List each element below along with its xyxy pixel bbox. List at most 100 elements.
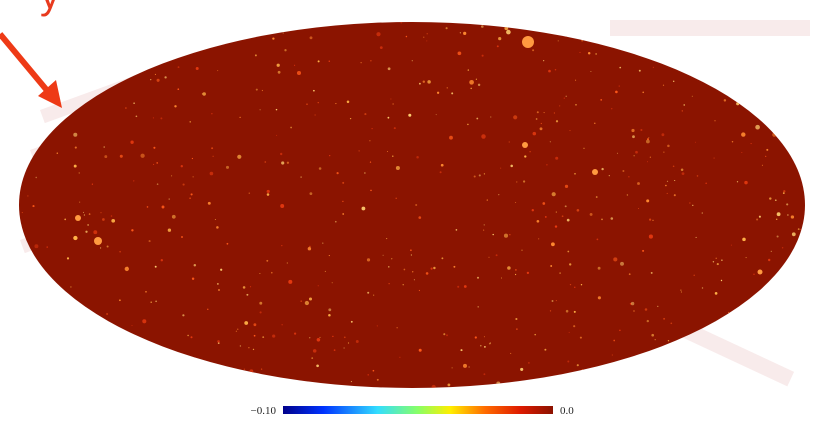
source-spot	[318, 285, 319, 286]
source-spot	[755, 125, 760, 130]
source-spot	[449, 136, 453, 140]
source-spot	[171, 374, 174, 377]
source-spot	[48, 308, 49, 309]
source-spot	[728, 312, 729, 313]
source-spot	[79, 202, 80, 203]
source-spot	[370, 190, 372, 192]
source-spot	[79, 172, 80, 173]
source-spot	[126, 59, 127, 60]
source-spot	[145, 291, 147, 293]
source-spot	[416, 156, 419, 159]
source-spot	[628, 176, 629, 177]
source-spot	[765, 156, 766, 157]
source-spot	[335, 221, 337, 223]
source-spot	[57, 152, 58, 153]
source-spot	[569, 263, 571, 265]
source-spot	[262, 90, 263, 91]
source-spot	[567, 219, 570, 222]
source-spot	[573, 325, 575, 327]
source-spot	[22, 212, 23, 213]
source-spot	[119, 299, 121, 301]
source-spot	[725, 50, 728, 53]
source-spot	[788, 84, 790, 86]
source-spot	[477, 306, 478, 307]
source-spot	[537, 111, 539, 113]
source-spot	[496, 254, 498, 256]
source-spot	[603, 34, 604, 35]
source-spot	[184, 367, 185, 368]
source-spot	[739, 374, 740, 375]
source-spot	[271, 272, 273, 274]
source-spot	[601, 168, 603, 170]
source-spot	[25, 289, 27, 291]
source-spot	[337, 172, 339, 174]
source-spot	[315, 114, 316, 115]
source-spot	[144, 372, 146, 374]
source-spot	[536, 118, 538, 120]
source-spot	[237, 155, 241, 159]
source-spot	[328, 308, 331, 311]
source-spot	[104, 155, 107, 158]
source-spot	[70, 286, 71, 287]
source-spot	[555, 69, 556, 70]
source-spot	[180, 373, 181, 374]
source-spot	[562, 215, 564, 217]
source-spot	[243, 286, 246, 289]
source-spot	[742, 238, 746, 242]
source-spot	[619, 86, 620, 87]
source-spot	[679, 380, 681, 382]
source-spot	[100, 212, 101, 213]
source-spot	[731, 245, 732, 246]
source-spot	[415, 204, 417, 206]
source-spot	[388, 67, 391, 70]
source-spot	[483, 373, 485, 375]
source-spot	[460, 349, 462, 351]
source-spot	[393, 103, 394, 104]
source-spot	[700, 349, 701, 350]
source-spot	[84, 214, 85, 215]
source-spot	[582, 369, 583, 370]
source-spot	[775, 199, 777, 201]
source-spot	[373, 370, 375, 372]
source-spot	[114, 327, 115, 328]
source-spot	[294, 333, 296, 335]
source-spot	[798, 228, 800, 230]
source-spot	[528, 362, 530, 364]
source-spot	[588, 52, 590, 54]
source-spot	[282, 25, 283, 26]
source-spot	[467, 124, 469, 126]
source-spot	[217, 340, 220, 343]
source-spot	[532, 49, 534, 51]
source-spot	[287, 262, 288, 263]
source-spot	[545, 216, 547, 218]
source-spot	[771, 251, 772, 252]
source-spot	[93, 378, 95, 380]
source-spot	[509, 141, 510, 142]
source-spot	[490, 116, 491, 117]
source-spot	[601, 27, 606, 32]
source-spot	[483, 230, 484, 231]
source-spot	[350, 118, 351, 119]
source-spot	[476, 79, 477, 80]
source-spot	[189, 197, 191, 199]
source-spot	[361, 207, 365, 211]
source-spot	[510, 165, 513, 168]
source-spot	[395, 198, 396, 199]
source-spot	[520, 368, 523, 371]
source-spot	[566, 36, 567, 37]
source-spot	[693, 275, 694, 276]
source-spot	[299, 381, 300, 382]
source-spot	[426, 40, 427, 41]
source-spot	[344, 347, 345, 348]
source-spot	[34, 244, 38, 248]
source-spot	[97, 81, 101, 85]
source-spot	[492, 234, 493, 235]
source-spot	[470, 88, 472, 90]
source-spot	[318, 102, 319, 103]
source-spot	[262, 24, 264, 26]
source-spot	[256, 89, 258, 91]
source-spot	[394, 127, 396, 129]
source-spot	[707, 354, 708, 355]
source-spot	[21, 266, 24, 269]
source-spot	[313, 349, 317, 353]
